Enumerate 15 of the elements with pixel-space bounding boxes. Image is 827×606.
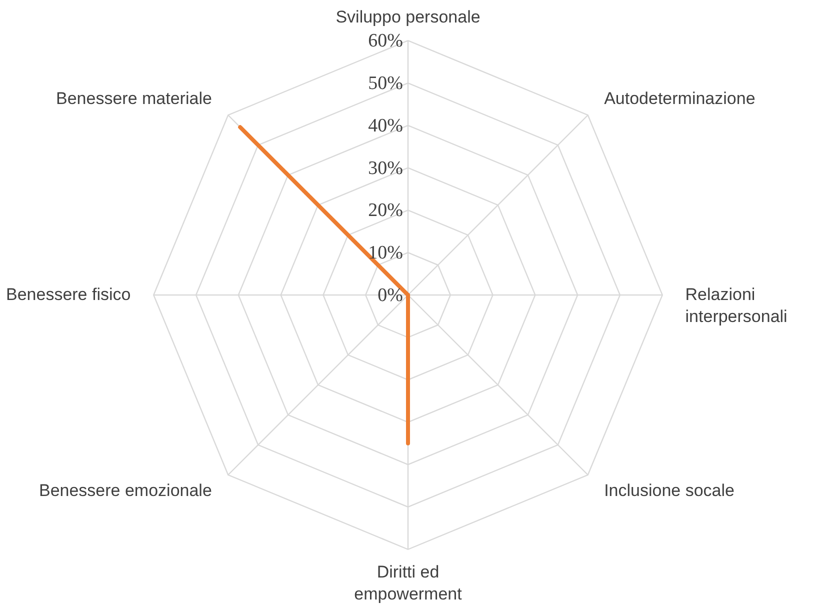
y-tick-label: 10%: [368, 242, 404, 264]
y-tick-label: 50%: [368, 73, 404, 94]
y-tick-label: 30%: [368, 158, 404, 179]
y-tick-label: 0%: [378, 285, 404, 306]
y-tick-label: 60%: [368, 30, 404, 52]
y-tick-label: 40%: [368, 115, 404, 136]
spoke-label: Benessere emozionale: [38, 481, 212, 500]
spoke-label: Benessere materiale: [56, 88, 212, 108]
spoke-label: Inclusione socale: [604, 481, 734, 500]
y-tick-label: 20%: [368, 200, 404, 222]
spoke-label: Benessere fisico: [6, 285, 131, 304]
spoke-label: Sviluppo personale: [336, 8, 480, 27]
spoke-label: Relazioni interpersonali: [685, 285, 788, 326]
spoke-label: Diritti ed empowerment: [354, 562, 462, 604]
spoke-label: Autodeterminazione: [604, 88, 756, 108]
